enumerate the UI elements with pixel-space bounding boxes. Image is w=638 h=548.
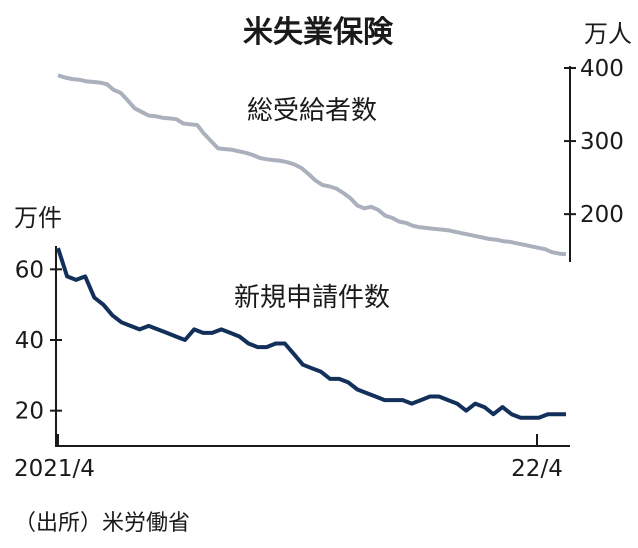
left-axis-unit: 万件 (14, 204, 62, 232)
series-line-initial-claims (56, 247, 566, 420)
source-note: （出所）米労働省 (14, 511, 190, 536)
right-y-tick-label: 200 (580, 202, 624, 228)
chart-title: 米失業保険 (243, 15, 394, 50)
left-y-tick-label: 20 (15, 399, 44, 425)
series-line-total-claimants (57, 73, 567, 257)
right-y-tick-label: 300 (580, 129, 624, 155)
left-y-tick-label: 40 (15, 328, 44, 354)
right-axis-unit: 万人 (584, 20, 632, 48)
right-y-tick-label: 400 (580, 56, 624, 82)
series-label-total-claimants: 総受給者数 (247, 96, 377, 126)
series-label-initial-claims: 新規申請件数 (234, 283, 390, 313)
x-tick-label-end: 22/4 (511, 456, 563, 482)
left-y-tick-label: 60 (15, 257, 44, 283)
x-tick-label-start: 2021/4 (14, 456, 95, 482)
